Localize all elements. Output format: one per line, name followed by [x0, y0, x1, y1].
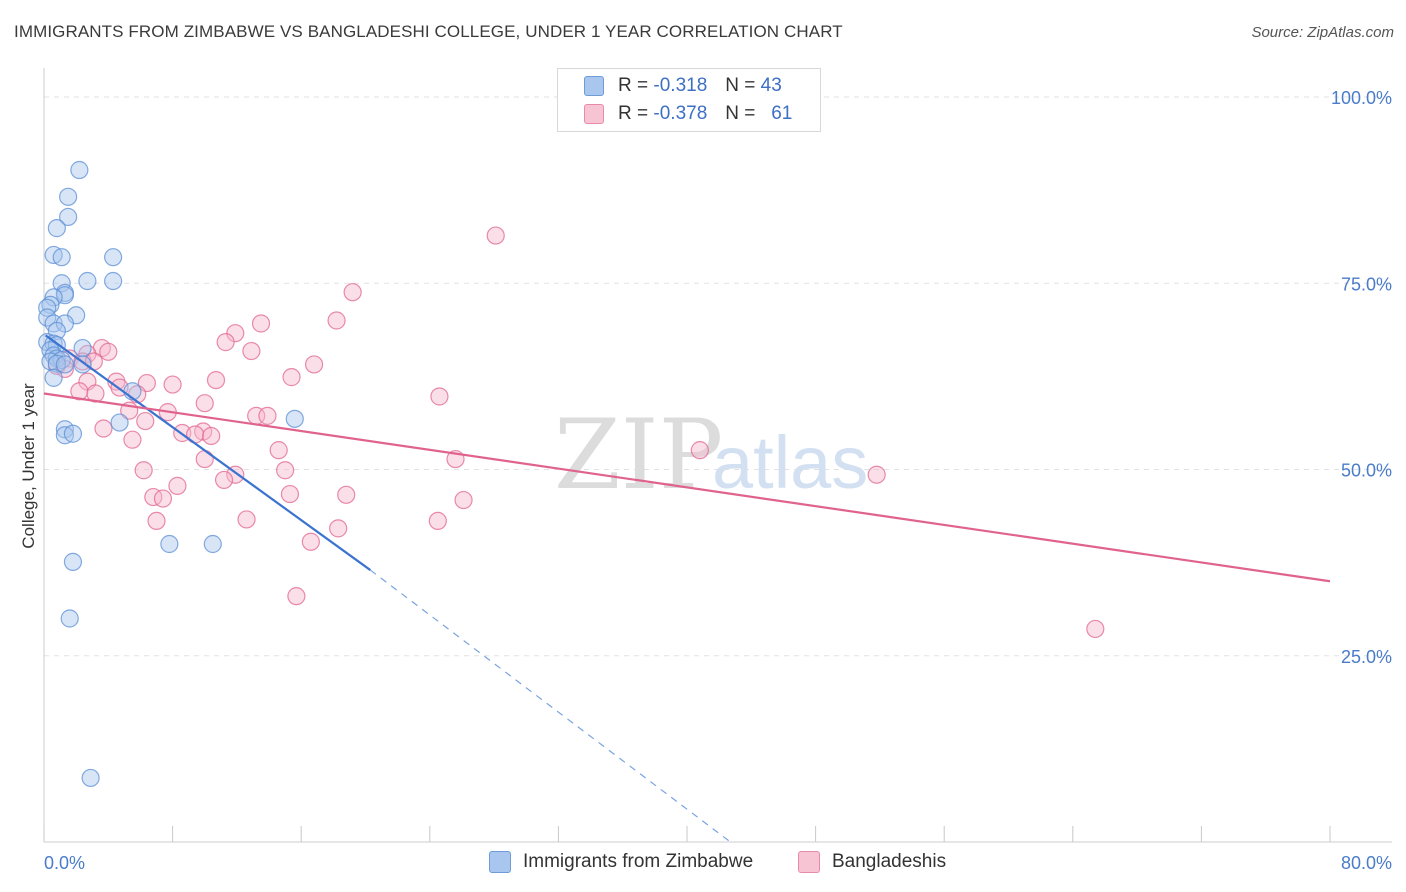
point-bangladeshi — [287, 587, 306, 606]
point-zimbabwe — [63, 424, 83, 443]
point-bangladeshi — [163, 375, 182, 394]
point-zimbabwe — [73, 338, 92, 358]
point-zimbabwe — [81, 768, 100, 788]
point-bangladeshi — [454, 490, 473, 510]
point-zimbabwe — [203, 534, 222, 554]
point-bangladeshi — [206, 371, 226, 390]
legend-r-value: -0.378 — [653, 103, 708, 124]
point-zimbabwe — [60, 609, 79, 628]
point-zimbabwe — [104, 271, 123, 291]
point-bangladeshi — [123, 430, 142, 449]
bottom-legend-label-zimbabwe: Immigrants from Zimbabwe — [523, 851, 754, 872]
legend-r-value: -0.318 — [653, 75, 708, 96]
bottom-swatch-pink — [798, 851, 820, 873]
point-bangladeshi — [216, 333, 235, 352]
x-tick-label-min: 0.0% — [44, 853, 85, 873]
x-tick-label-max: 80.0% — [1341, 853, 1392, 873]
tick-labels: 100.0% 75.0% 50.0% 25.0% 0.0% 80.0% College, U… — [19, 88, 1392, 873]
grid-lines — [44, 96, 1392, 657]
point-bangladeshi — [428, 511, 447, 531]
legend-r-label: R = — [618, 75, 649, 96]
trend-line-bangladeshi — [43, 392, 1331, 583]
bottom-legend-bangladeshi: Bangladeshis — [798, 851, 946, 873]
legend-row-zimbabwe: R = -0.318 N = 43 — [558, 72, 782, 100]
point-bangladeshi — [237, 510, 256, 529]
point-zimbabwe — [38, 298, 57, 317]
point-zimbabwe — [78, 271, 97, 291]
trend-line-zimbabwe-extension — [369, 569, 731, 843]
point-bangladeshi — [329, 519, 348, 538]
point-zimbabwe — [59, 187, 78, 206]
point-bangladeshi — [258, 406, 277, 425]
legend-n-label: N = — [725, 103, 756, 124]
point-bangladeshi — [251, 314, 271, 333]
point-bangladeshi — [1086, 619, 1105, 639]
point-bangladeshi — [195, 449, 214, 469]
point-bangladeshi — [94, 419, 113, 438]
point-bangladeshi — [214, 470, 234, 490]
trend-lines — [43, 334, 1331, 843]
point-bangladeshi — [153, 489, 173, 508]
point-bangladeshi — [304, 355, 324, 374]
legend-n-label: N = — [725, 75, 756, 96]
legend-swatch-pink — [584, 104, 604, 124]
point-bangladeshi — [690, 441, 709, 460]
point-zimbabwe — [70, 160, 89, 180]
point-zimbabwe — [285, 409, 304, 428]
point-zimbabwe — [104, 248, 123, 267]
point-bangladeshi — [282, 368, 301, 387]
correlation-legend: R = -0.318 N = 43 R = -0.378 N = 61 — [557, 68, 821, 132]
legend-n-value: 61 — [771, 103, 793, 124]
point-bangladeshi — [430, 387, 449, 406]
y-tick-label: 25.0% — [1341, 647, 1392, 667]
legend-n-value: 43 — [760, 75, 782, 96]
point-bangladeshi — [136, 411, 155, 431]
watermark-atlas: atlas — [712, 421, 868, 504]
point-bangladeshi — [337, 485, 356, 504]
point-bangladeshi — [327, 311, 346, 330]
point-zimbabwe — [47, 219, 66, 238]
bottom-legend-zimbabwe: Immigrants from Zimbabwe — [489, 851, 753, 873]
y-tick-label: 50.0% — [1341, 461, 1392, 481]
point-zimbabwe — [52, 248, 71, 267]
point-bangladeshi — [242, 341, 261, 361]
point-bangladeshi — [301, 532, 320, 551]
point-zimbabwe — [44, 368, 63, 387]
watermark: ZIP atlas — [554, 399, 868, 511]
source-credit: Source: ZipAtlas.com — [1251, 24, 1394, 41]
point-zimbabwe — [63, 552, 83, 571]
legend-row-bangladeshi: R = -0.378 N = 61 — [558, 100, 792, 128]
point-bangladeshi — [276, 461, 295, 480]
point-zimbabwe — [55, 355, 74, 374]
point-zimbabwe — [110, 413, 129, 432]
point-bangladeshi — [99, 342, 118, 361]
legend-r-label: R = — [618, 103, 649, 124]
point-bangladeshi — [486, 226, 505, 245]
point-zimbabwe — [55, 286, 74, 305]
bottom-swatch-blue — [489, 851, 511, 873]
point-bangladeshi — [134, 461, 153, 480]
axes — [43, 68, 1392, 843]
trend-line-zimbabwe — [44, 334, 371, 571]
point-bangladeshi — [202, 426, 221, 446]
point-zimbabwe — [59, 207, 78, 227]
point-bangladeshi — [867, 465, 886, 484]
point-bangladeshi — [280, 484, 300, 504]
point-bangladeshi — [343, 283, 362, 302]
point-bangladeshi — [168, 476, 187, 495]
watermark-zip: ZIP — [554, 399, 723, 511]
y-tick-label: 75.0% — [1341, 274, 1392, 294]
point-bangladeshi — [147, 511, 166, 531]
point-bangladeshi — [195, 394, 214, 413]
point-bangladeshi — [144, 487, 163, 507]
legend-swatch-blue — [584, 76, 604, 96]
point-zimbabwe — [160, 534, 179, 554]
y-tick-label: 100.0% — [1331, 88, 1392, 108]
point-zimbabwe — [52, 274, 71, 293]
chart-title: IMMIGRANTS FROM ZIMBABWE VS BANGLADESHI … — [14, 22, 843, 41]
bottom-legend-label-bangladeshi: Bangladeshis — [832, 851, 947, 872]
y-axis-title: College, Under 1 year — [19, 383, 38, 549]
point-bangladeshi — [269, 441, 288, 460]
